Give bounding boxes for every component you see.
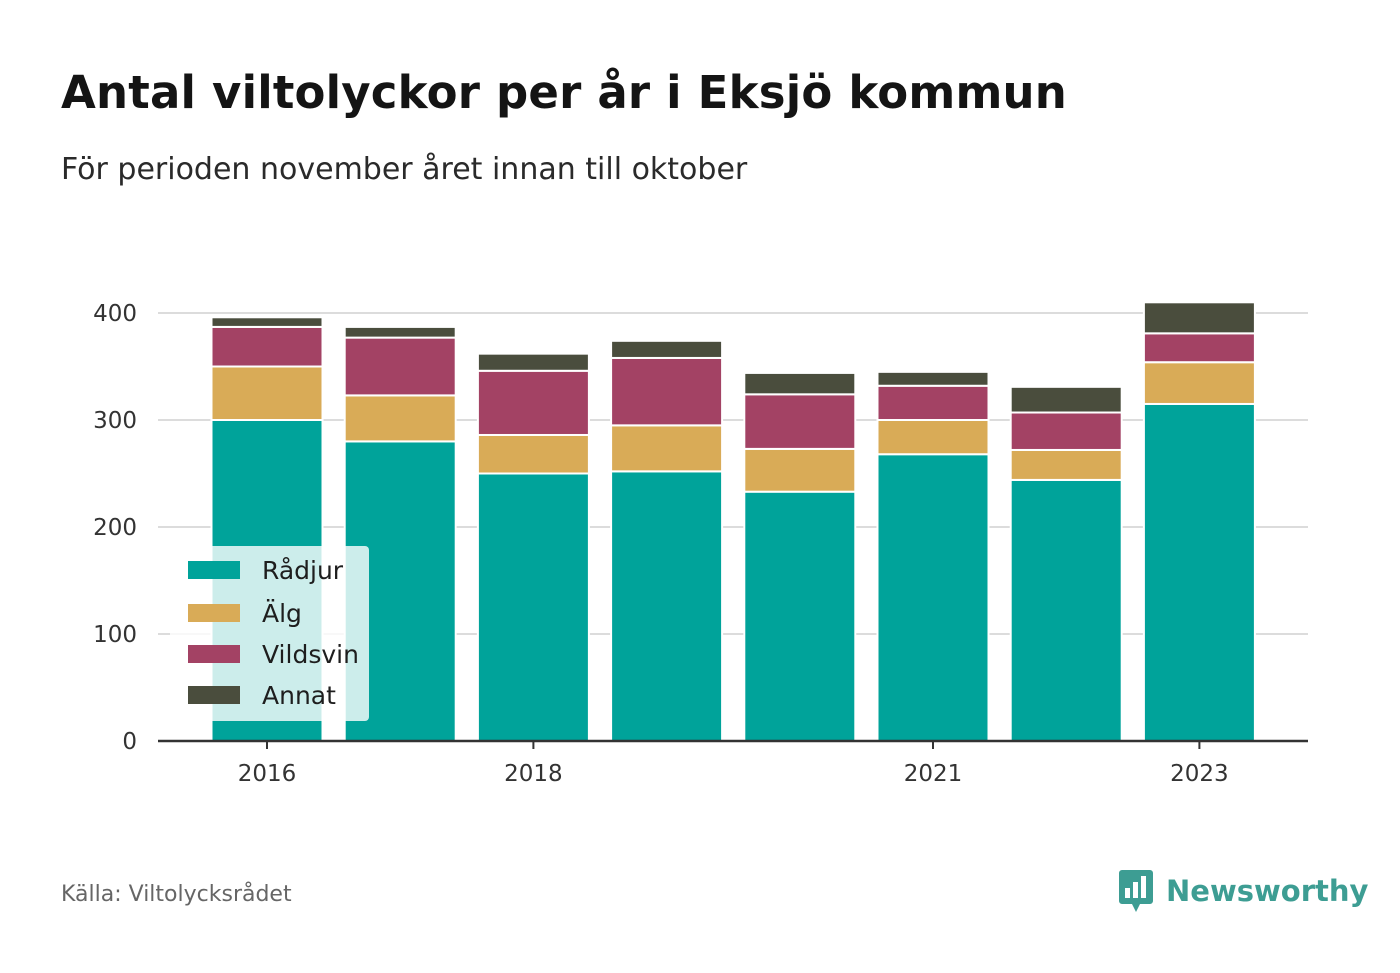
bar-segment-vildsvin [876, 384, 990, 422]
bar-segment-rådjur [1009, 478, 1123, 742]
bar-stack-2017 [343, 325, 457, 742]
legend-background [170, 546, 369, 721]
bar-segment-rådjur [876, 453, 990, 742]
bar-segment-annat [1142, 301, 1256, 335]
bar-segment-älg [1009, 448, 1123, 481]
legend-label: Älg [262, 599, 302, 628]
bar-segment-älg [876, 419, 990, 456]
y-tick-label: 400 [93, 301, 137, 327]
legend-item-vildsvin: Vildsvin [188, 640, 359, 669]
bar-segment-rådjur [476, 472, 590, 742]
legend-item-rådjur: Rådjur [188, 556, 344, 585]
y-axis-ticks: 0 100 200 300 400 [93, 301, 137, 755]
legend-swatch [188, 561, 240, 579]
bar-segment-vildsvin [1142, 332, 1256, 364]
bar-segment-annat [476, 352, 590, 372]
bar-stack-2019 [610, 339, 724, 742]
newsworthy-logo-icon [1119, 870, 1153, 912]
bar-segment-älg [610, 424, 724, 473]
x-axis: 2016 2018 2021 2023 [158, 739, 1308, 787]
legend-item-älg: Älg [188, 599, 302, 628]
y-tick-label: 100 [93, 622, 137, 648]
brand-logo[interactable]: Newsworthy [1118, 868, 1368, 914]
bar-stack-2020 [743, 371, 857, 742]
legend: Rådjur Älg Vildsvin Annat [170, 546, 369, 721]
bar-segment-vildsvin [610, 356, 724, 427]
bar-segment-älg [743, 447, 857, 493]
bar-segment-vildsvin [210, 325, 324, 368]
chart-subtitle: För perioden november året innan till ok… [61, 152, 748, 187]
legend-swatch [188, 645, 240, 663]
y-tick-label: 300 [93, 408, 137, 434]
bar-segment-annat [743, 371, 857, 396]
bar-segment-rådjur [743, 490, 857, 742]
bar-segment-vildsvin [1009, 411, 1123, 451]
bar-segment-älg [1142, 361, 1256, 405]
bar-segment-älg [476, 433, 590, 475]
bar-segment-vildsvin [743, 393, 857, 450]
bar-segment-rådjur [1142, 402, 1256, 742]
bar-segment-annat [343, 325, 457, 339]
bar-stack-2023 [1142, 301, 1256, 742]
legend-swatch [188, 686, 240, 704]
bar-segment-annat [876, 370, 990, 387]
bar-segment-vildsvin [476, 369, 590, 436]
y-tick-label: 0 [122, 729, 137, 755]
legend-label: Vildsvin [262, 640, 359, 669]
legend-swatch [188, 604, 240, 622]
x-tick-label: 2018 [504, 761, 563, 787]
bar-segment-annat [1009, 385, 1123, 414]
legend-label: Annat [262, 681, 336, 710]
x-tick-label: 2016 [238, 761, 297, 787]
legend-label: Rådjur [262, 556, 344, 585]
bar-segment-annat [210, 316, 324, 328]
bar-segment-älg [343, 394, 457, 443]
bar-segment-rådjur [610, 470, 724, 742]
bar-stack-2021 [876, 370, 990, 742]
source-note: Källa: Viltolycksrådet [61, 882, 292, 907]
legend-item-annat: Annat [188, 681, 336, 710]
bar-stack-2022 [1009, 385, 1123, 742]
brand-name: Newsworthy [1166, 874, 1369, 908]
y-tick-label: 200 [93, 515, 137, 541]
x-tick-label: 2021 [904, 761, 963, 787]
bar-segment-annat [610, 339, 724, 359]
bar-segment-vildsvin [343, 336, 457, 397]
x-tick-label: 2023 [1170, 761, 1229, 787]
bar-segment-älg [210, 365, 324, 421]
bar-stack-2018 [476, 352, 590, 742]
chart-title: Antal viltolyckor per år i Eksjö kommun [61, 66, 1068, 119]
